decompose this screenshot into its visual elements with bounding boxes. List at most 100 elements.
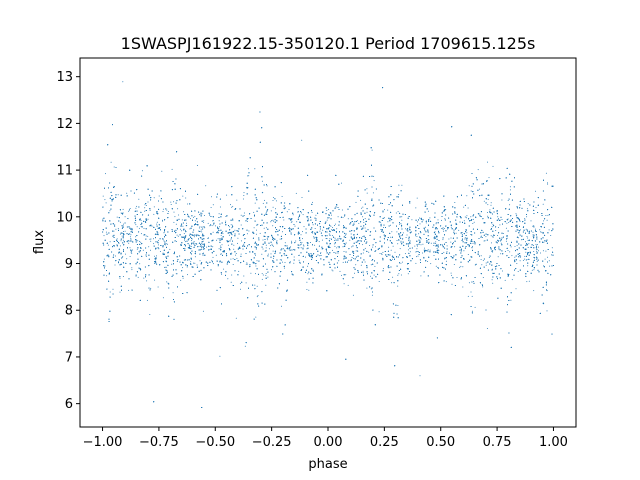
data-point	[547, 183, 549, 185]
data-point	[526, 236, 528, 237]
data-point	[166, 281, 168, 283]
data-point	[362, 206, 364, 208]
data-point	[230, 238, 232, 240]
data-point	[308, 289, 310, 291]
data-point	[407, 249, 409, 251]
data-point	[170, 201, 172, 203]
data-point	[463, 250, 465, 252]
data-point	[384, 217, 385, 219]
data-point	[144, 207, 146, 209]
data-point	[218, 248, 220, 250]
data-point	[243, 192, 245, 194]
data-point	[525, 228, 527, 230]
data-point	[240, 214, 242, 216]
data-point	[526, 281, 528, 283]
data-point	[129, 236, 131, 238]
data-point	[545, 215, 547, 216]
data-point	[176, 241, 177, 242]
data-point	[407, 223, 409, 225]
data-point	[450, 226, 452, 228]
data-point	[536, 248, 538, 250]
data-point	[149, 209, 151, 211]
data-point	[538, 250, 539, 252]
data-point	[115, 228, 117, 230]
data-point	[288, 209, 290, 210]
data-point	[419, 217, 421, 219]
data-point	[373, 274, 375, 276]
data-point	[355, 241, 357, 243]
data-point	[247, 220, 248, 222]
data-point	[255, 248, 257, 250]
data-point	[131, 249, 133, 251]
data-point	[537, 246, 539, 248]
data-point	[425, 250, 427, 251]
data-point	[442, 227, 444, 229]
data-point	[158, 195, 160, 197]
data-point	[372, 246, 374, 248]
data-point	[148, 246, 150, 248]
data-point	[526, 259, 528, 260]
data-point	[446, 245, 448, 247]
data-point	[195, 223, 197, 224]
data-point	[239, 283, 241, 285]
data-point	[533, 234, 535, 236]
data-point	[424, 247, 425, 249]
data-point	[200, 229, 202, 231]
data-point	[487, 198, 489, 200]
data-point	[145, 218, 147, 219]
data-point	[447, 228, 449, 230]
data-point	[372, 192, 374, 194]
data-point	[491, 226, 493, 228]
data-point	[126, 258, 128, 260]
data-point	[378, 281, 380, 282]
data-point	[297, 233, 299, 235]
data-point	[427, 250, 429, 252]
data-point	[370, 288, 372, 290]
data-point	[427, 232, 429, 234]
data-point	[497, 256, 499, 258]
data-point	[326, 243, 328, 245]
data-point	[263, 227, 265, 229]
data-point	[480, 259, 482, 260]
data-point	[480, 235, 482, 237]
data-point	[396, 240, 398, 241]
data-point	[519, 260, 521, 262]
data-point	[295, 192, 297, 194]
data-point	[164, 244, 166, 246]
data-point	[272, 219, 274, 221]
data-point	[193, 234, 195, 236]
data-point	[269, 245, 271, 247]
data-point	[502, 270, 503, 272]
data-point	[135, 274, 137, 276]
data-point	[401, 216, 403, 218]
data-point	[355, 201, 357, 203]
data-point	[362, 244, 364, 246]
data-point	[131, 267, 133, 269]
data-point	[129, 233, 131, 235]
data-point	[370, 264, 372, 266]
data-point	[362, 236, 364, 238]
data-point	[306, 289, 308, 290]
data-point	[212, 220, 214, 221]
data-point	[119, 245, 121, 247]
data-point	[112, 288, 114, 290]
data-point	[232, 218, 234, 220]
data-point	[200, 247, 202, 249]
data-point	[105, 231, 107, 233]
data-point	[488, 177, 490, 179]
data-point	[400, 240, 402, 242]
data-point	[436, 248, 438, 250]
data-point	[534, 240, 536, 242]
data-point	[109, 291, 111, 293]
data-point	[199, 260, 201, 262]
data-point	[259, 232, 261, 234]
data-point	[307, 265, 309, 267]
data-point	[254, 284, 256, 286]
data-point	[328, 209, 330, 210]
data-point	[142, 249, 144, 251]
data-point	[204, 227, 206, 229]
data-point	[435, 243, 437, 244]
data-point	[427, 261, 429, 262]
data-point	[370, 275, 371, 277]
data-point	[212, 246, 214, 248]
